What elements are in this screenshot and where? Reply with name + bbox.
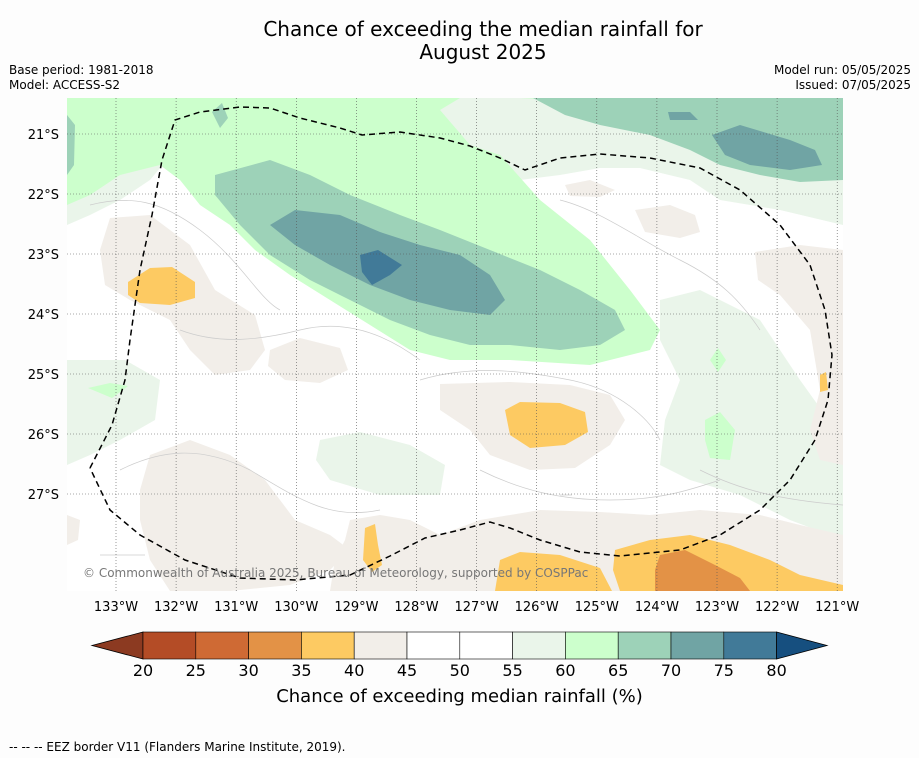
longitude-label: 129°W [334,600,378,615]
model-name: Model: ACCESS-S2 [9,78,121,92]
colorbar-tick-label: 55 [502,661,522,680]
base-period: Base period: 1981-2018 [9,63,154,77]
contour-35-40 [363,524,382,572]
contour-lines [89,199,843,556]
contour-75-80 [360,250,402,285]
longitude-label: 125°W [575,600,619,615]
latitude-label: 23°S [28,248,59,263]
colorbar-swatch [723,631,777,660]
contour-60-65 [710,348,726,372]
longitude-label: 133°W [94,600,138,615]
colorbar-swatch [565,631,619,660]
longitude-label: 127°W [455,600,499,615]
contour-65-70 [67,115,75,175]
colorbar-swatch [406,631,461,660]
contour-40-45 [755,245,843,465]
contour-40-45 [268,338,348,383]
colorbar-tick-label: 25 [186,661,206,680]
colorbar-tick-label: 60 [555,661,575,680]
colorbar-tick-label: 35 [291,661,311,680]
longitude-label: 130°W [274,600,318,615]
meta-left: Base period: 1981-2018 Model: ACCESS-S2 [9,63,154,93]
probability-field [67,98,843,591]
issued-date: Issued: 07/05/2025 [795,78,911,92]
colorbar-swatch [353,631,408,660]
colorbar-tick-label: 80 [766,661,786,680]
longitude-label: 126°W [515,600,559,615]
latitude-label: 24°S [28,308,59,323]
meta-right: Model run: 05/05/2025 Issued: 07/05/2025 [774,63,911,93]
colorbar-label: Chance of exceeding median rainfall (%) [276,686,643,707]
longitude-label: 128°W [394,600,438,615]
colorbar-tick-label: 30 [238,661,258,680]
contour-30-35 [655,550,750,591]
colorbar-tick-label: 20 [133,661,153,680]
colorbar-swatch [301,631,355,660]
longitude-label: 122°W [755,600,799,615]
colorbar-tick-label: 70 [661,661,681,680]
longitude-label: 121°W [815,600,859,615]
colorbar-tick-label: 65 [608,661,628,680]
contour-55-60 [67,360,160,465]
colorbar [90,631,829,660]
contour-40-45 [67,515,80,545]
colorbar-swatch [459,631,513,660]
colorbar-tick-label: 45 [397,661,417,680]
title-line-2: August 2025 [419,40,547,64]
eez-border [89,106,833,581]
longitude-label: 132°W [154,600,198,615]
contour-70-75 [712,125,822,170]
contour-40-45 [635,205,700,238]
contour-55-60 [660,290,843,540]
latitude-label: 21°S [28,128,59,143]
contour-35-40 [820,372,828,392]
longitude-label: 123°W [695,600,739,615]
latitude-label: 27°S [28,488,59,503]
latitude-label: 25°S [28,368,59,383]
model-run: Model run: 05/05/2025 [773,63,911,77]
eez-footnote: -- -- -- EEZ border V11 (Flanders Marine… [9,740,346,754]
contour-35-40 [128,267,195,305]
contour-60-65 [705,412,735,460]
contour-55-60 [316,432,445,495]
colorbar-ticks: 20 25 30 35 40 45 50 55 60 65 70 75 80 [133,661,787,680]
colorbar-swatch [248,631,302,660]
graticule [67,98,843,591]
colorbar-swatch [512,631,566,660]
longitude-label: 124°W [635,600,679,615]
contour-35-40 [505,402,588,448]
contour-40-45 [140,440,350,591]
colorbar-tick-label: 50 [450,661,470,680]
latitude-labels: 21°S 22°S 23°S 24°S 25°S 26°S 27°S [28,128,59,503]
map-title: Chance of exceeding the median rainfall … [0,18,919,64]
contour-70-75 [668,112,698,120]
colorbar-tick-label: 40 [344,661,364,680]
colorbar-extend-low [90,631,144,660]
colorbar-extend-high [776,631,829,660]
colorbar-swatch [617,631,672,660]
colorbar-swatch [142,631,197,660]
contour-60-65 [88,383,128,398]
latitude-label: 26°S [28,428,59,443]
copyright-text: © Commonwealth of Australia 2025, Bureau… [83,566,588,580]
latitude-label: 22°S [28,188,59,203]
contour-40-45 [565,180,615,197]
colorbar-swatch [670,631,725,660]
longitude-label: 131°W [214,600,258,615]
title-line-1: Chance of exceeding the median rainfall … [263,17,703,41]
contour-35-40 [495,552,612,591]
colorbar-tick-label: 75 [714,661,734,680]
colorbar-swatch [195,631,249,660]
longitude-labels: 133°W 132°W 131°W 130°W 129°W 128°W 127°W 126°W… [94,600,860,615]
